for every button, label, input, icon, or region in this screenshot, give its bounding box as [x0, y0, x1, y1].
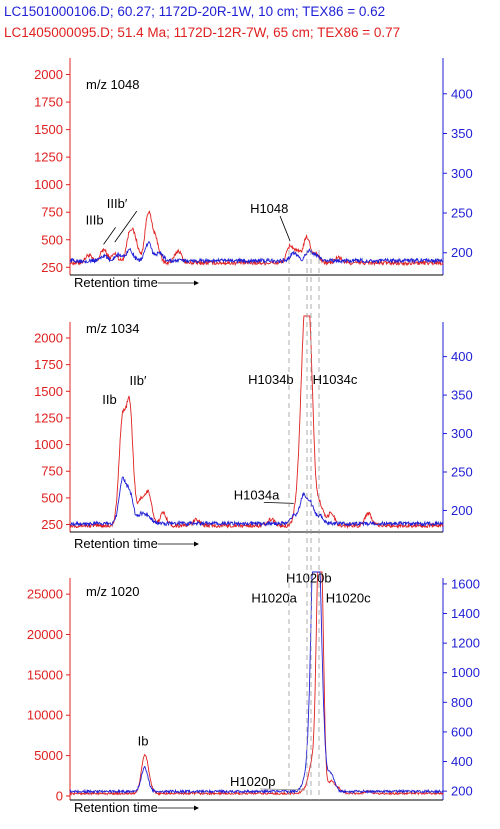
peak-label: IIb′	[130, 373, 147, 388]
right-tick-label: 200	[451, 503, 473, 518]
right-tick-label: 400	[451, 86, 473, 101]
right-tick-label: 350	[451, 126, 473, 141]
peak-label: H1020a	[251, 590, 297, 605]
annotation-leader	[259, 788, 305, 791]
left-tick-label: 1250	[34, 410, 63, 425]
left-tick-label: 1000	[34, 437, 63, 452]
left-tick-label: 20000	[27, 627, 63, 642]
chart-panel-1: 250 500 750 1000 1250 1500 1750 2000 200 250 300 35…	[34, 58, 473, 290]
left-tick-label: 15000	[27, 667, 63, 682]
right-tick-label: 400	[451, 349, 473, 364]
red-series-line	[69, 571, 444, 796]
retention-arrowhead	[194, 805, 199, 811]
left-tick-label: 1000	[34, 177, 63, 192]
left-tick-label: 750	[41, 205, 63, 220]
retention-time-label: Retention time	[74, 275, 158, 290]
right-tick-label: 800	[451, 695, 473, 710]
left-tick-label: 500	[41, 490, 63, 505]
chart-header: LC1501000106.D; 60.27; 1172D-20R-1W, 10 …	[0, 0, 500, 50]
peak-label: IIIb	[86, 212, 104, 227]
right-tick-label: 400	[451, 754, 473, 769]
right-tick-label: 200	[451, 245, 473, 260]
peak-label: H1020b	[286, 570, 332, 585]
panel-title: m/z 1020	[86, 584, 139, 599]
left-tick-label: 1750	[34, 95, 63, 110]
left-tick-label: 1500	[34, 384, 63, 399]
blue-series-line	[69, 571, 444, 795]
left-tick-label: 10000	[27, 708, 63, 723]
annotation-leader	[103, 227, 116, 245]
right-tick-label: 1000	[451, 665, 480, 680]
chart-panel-3: 0 5000 10000 15000 20000 25000 200 400 600 800 100…	[27, 570, 480, 815]
right-tick-label: 1200	[451, 636, 480, 651]
retention-time-label: Retention time	[74, 800, 158, 815]
peak-label: IIIb′	[107, 196, 128, 211]
left-tick-label: 5000	[34, 748, 63, 763]
red-sample-label: LC1405000095.D; 51.4 Ma; 1172D-12R-7W, 6…	[4, 25, 401, 40]
left-tick-label: 1750	[34, 357, 63, 372]
right-tick-label: 250	[451, 206, 473, 221]
right-tick-label: 250	[451, 465, 473, 480]
right-tick-label: 1600	[451, 576, 480, 591]
left-tick-label: 2000	[34, 67, 63, 82]
panel-title: m/z 1048	[86, 77, 139, 92]
peak-label: H1034c	[313, 372, 358, 387]
annotation-leader	[279, 215, 291, 242]
right-tick-label: 300	[451, 426, 473, 441]
annotation-leader	[114, 210, 138, 243]
blue-series-line	[69, 476, 444, 527]
retention-arrowhead	[194, 541, 199, 547]
chart-panel-2: 250 500 750 1000 1250 1500 1750 2000 200 250 300 35…	[34, 315, 473, 551]
left-tick-label: 250	[41, 260, 63, 275]
right-tick-label: 1400	[451, 606, 480, 621]
left-tick-label: 25000	[27, 587, 63, 602]
retention-arrowhead	[194, 280, 199, 286]
left-tick-label: 1500	[34, 122, 63, 137]
left-tick-label: 1250	[34, 150, 63, 165]
peak-label: H1048	[250, 201, 288, 216]
blue-series-line	[69, 240, 444, 265]
peak-label: Ib	[138, 733, 149, 748]
peak-label: H1020c	[326, 590, 371, 605]
peak-label: H1034a	[234, 487, 280, 502]
left-tick-label: 500	[41, 232, 63, 247]
right-tick-label: 600	[451, 724, 473, 739]
blue-sample-label: LC1501000106.D; 60.27; 1172D-20R-1W, 10 …	[4, 4, 386, 19]
left-tick-label: 0	[56, 788, 63, 803]
right-tick-label: 300	[451, 166, 473, 181]
left-tick-label: 2000	[34, 330, 63, 345]
peak-label: H1034b	[248, 372, 294, 387]
peak-label: H1020p	[230, 774, 276, 789]
left-tick-label: 250	[41, 517, 63, 532]
red-series-line	[69, 315, 444, 530]
panel-title: m/z 1034	[86, 321, 139, 336]
red-series-line	[69, 210, 444, 267]
right-tick-label: 350	[451, 388, 473, 403]
retention-time-label: Retention time	[74, 536, 158, 551]
left-tick-label: 750	[41, 464, 63, 479]
right-tick-label: 200	[451, 784, 473, 799]
peak-label: IIb	[102, 392, 116, 407]
